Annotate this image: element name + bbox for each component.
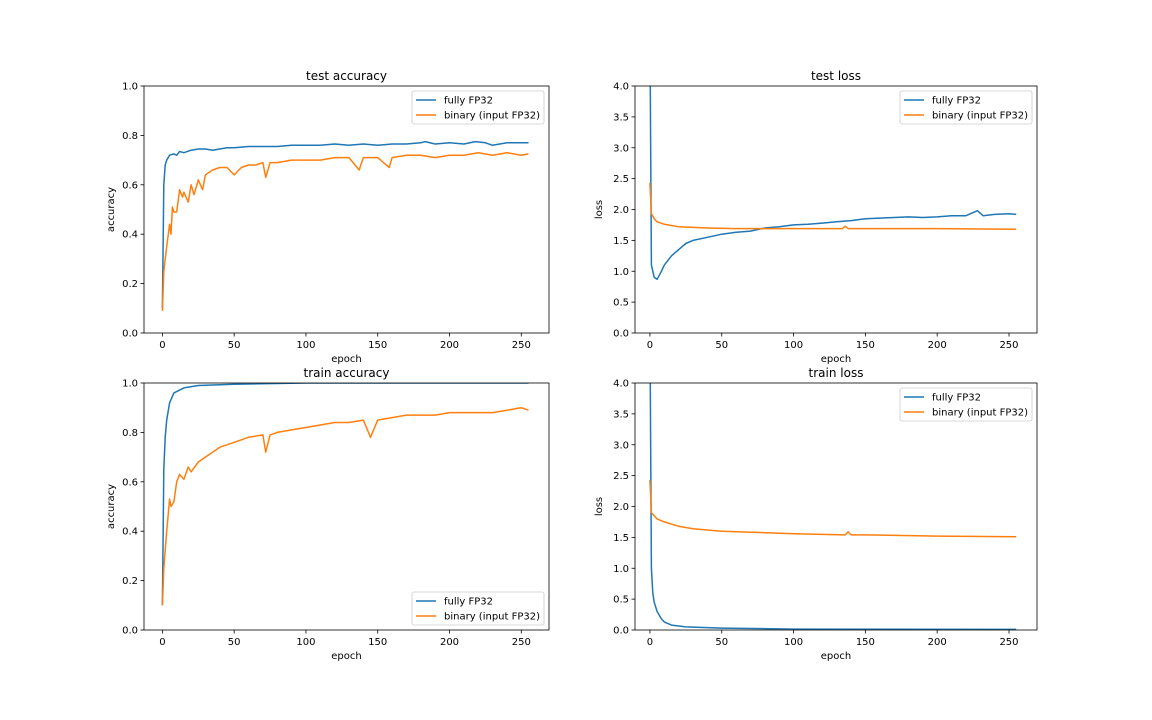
x-tick-label: 0 (647, 637, 653, 648)
y-tick-label: 0.4 (122, 527, 138, 538)
x-tick-label: 250 (512, 637, 531, 648)
x-tick-label: 250 (512, 340, 531, 351)
y-tick-label: 2.0 (613, 205, 629, 216)
legend-label: fully FP32 (932, 96, 981, 107)
y-tick-label: 1.5 (613, 533, 629, 544)
y-tick-label: 4.0 (613, 82, 629, 93)
x-tick-label: 0 (647, 340, 653, 351)
legend: fully FP32 binary (input FP32) (899, 90, 1033, 125)
y-tick-label: 0.2 (122, 279, 138, 290)
legend: fully FP32 binary (input FP32) (899, 387, 1033, 422)
subplot-title: test accuracy (306, 69, 387, 83)
series-line-binary (161, 151, 529, 311)
y-tick-label: 1.0 (613, 564, 629, 575)
x-tick-label: 200 (928, 340, 947, 351)
y-tick-label: 2.5 (613, 174, 629, 185)
y-tick-label: 0.0 (122, 329, 138, 340)
y-tick-label: 0.6 (122, 180, 138, 191)
x-tick-label: 100 (784, 637, 803, 648)
x-tick-label: 100 (784, 340, 803, 351)
x-tick-label: 150 (368, 340, 387, 351)
x-tick-label: 0 (159, 637, 165, 648)
x-tick-label: 50 (715, 637, 728, 648)
legend-label: fully FP32 (444, 96, 493, 107)
subplot-title: test loss (811, 69, 861, 83)
x-tick-label: 50 (228, 637, 241, 648)
y-tick-label: 0.2 (122, 576, 138, 587)
y-axis-label: loss (594, 200, 605, 219)
x-tick-label: 250 (999, 637, 1018, 648)
y-tick-label: 0.5 (613, 595, 629, 606)
x-tick-label: 200 (928, 637, 947, 648)
x-tick-label: 50 (228, 340, 241, 351)
legend-box (899, 387, 1033, 422)
series-line-fully-fp32 (161, 383, 529, 606)
legend: fully FP32 binary (input FP32) (411, 90, 545, 125)
series-line-binary (161, 406, 529, 606)
x-tick-label: 100 (296, 340, 315, 351)
x-tick-label: 250 (999, 340, 1018, 351)
y-tick-label: 4.0 (613, 379, 629, 390)
series-line-fully-fp32 (649, 86, 1017, 281)
series-line-binary (649, 479, 1017, 538)
y-tick-label: 0.8 (122, 428, 138, 439)
x-axis-label: epoch (821, 651, 851, 662)
y-tick-label: 1.0 (122, 379, 138, 390)
x-axis-label: epoch (821, 354, 851, 365)
y-tick-label: 0.8 (122, 131, 138, 142)
series-line-fully-fp32 (161, 140, 529, 309)
x-tick-label: 100 (296, 637, 315, 648)
x-tick-label: 200 (440, 340, 459, 351)
y-tick-label: 0.4 (122, 230, 138, 241)
legend-label: binary (input FP32) (444, 111, 540, 122)
x-tick-label: 150 (856, 340, 875, 351)
legend-box (899, 90, 1033, 125)
y-tick-label: 0.0 (613, 329, 629, 340)
y-tick-label: 0.0 (613, 626, 629, 637)
series-line-binary (649, 182, 1017, 231)
y-tick-label: 3.5 (613, 112, 629, 123)
legend-label: fully FP32 (932, 393, 981, 404)
subplot-title: train loss (809, 366, 864, 380)
subplot-train-loss: 0 50 100 150 200 250 0.0 0.5 1.0 1.5 2.0 2.5 3.0 3.5 4… (594, 366, 1038, 662)
legend-label: fully FP32 (444, 597, 493, 608)
x-tick-label: 150 (368, 637, 387, 648)
legend-box (411, 591, 545, 626)
legend-label: binary (input FP32) (932, 111, 1028, 122)
y-tick-label: 3.0 (613, 143, 629, 154)
y-tick-label: 1.5 (613, 236, 629, 247)
x-tick-label: 50 (715, 340, 728, 351)
y-axis-label: accuracy (106, 484, 117, 529)
y-axis-label: loss (594, 497, 605, 516)
y-tick-label: 3.0 (613, 440, 629, 451)
x-axis-label: epoch (331, 651, 361, 662)
subplot-test-loss: 0 50 100 150 200 250 0.0 0.5 1.0 1.5 2.0 2.5 3.0 3.5 4… (594, 69, 1038, 365)
y-tick-label: 0.0 (122, 626, 138, 637)
y-tick-label: 1.0 (122, 82, 138, 93)
x-tick-label: 150 (856, 637, 875, 648)
axes-frame (143, 85, 550, 334)
x-tick-label: 200 (440, 637, 459, 648)
subplot-test-accuracy: 0 50 100 150 200 250 0.0 0.2 0.4 0.6 0.8 1.0 test ac… (106, 69, 550, 365)
y-axis-label: accuracy (106, 187, 117, 232)
series-line-fully-fp32 (649, 383, 1017, 630)
legend-label: binary (input FP32) (932, 408, 1028, 419)
axes-frame (143, 382, 550, 631)
legend-label: binary (input FP32) (444, 612, 540, 623)
y-tick-label: 1.0 (613, 267, 629, 278)
subplot-title: train accuracy (304, 366, 390, 380)
y-tick-label: 0.6 (122, 477, 138, 488)
x-axis-label: epoch (331, 354, 361, 365)
legend-box (411, 90, 545, 125)
y-tick-label: 3.5 (613, 409, 629, 420)
x-tick-label: 0 (159, 340, 165, 351)
legend: fully FP32 binary (input FP32) (411, 591, 545, 626)
y-tick-label: 2.0 (613, 502, 629, 513)
y-tick-label: 2.5 (613, 471, 629, 482)
y-tick-label: 0.5 (613, 298, 629, 309)
subplot-train-accuracy: 0 50 100 150 200 250 0.0 0.2 0.4 0.6 0.8 1.0 train a… (106, 366, 550, 662)
